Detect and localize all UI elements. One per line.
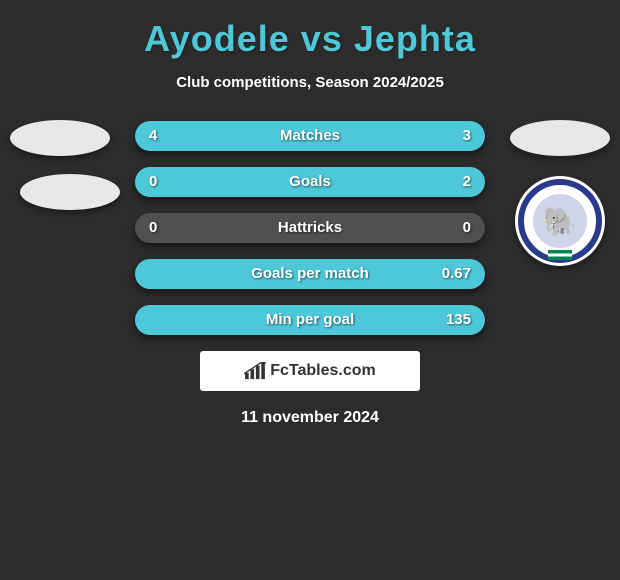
date-text: 11 november 2024 — [0, 409, 620, 427]
stat-value-right: 135 — [446, 305, 471, 335]
stat-rows: 4Matches30Goals20Hattricks0Goals per mat… — [135, 121, 485, 335]
brand-text: FcTables.com — [270, 362, 376, 380]
club-badge-flag — [548, 250, 572, 260]
player-right-badge — [510, 120, 610, 156]
bar-chart-icon — [244, 362, 266, 380]
stat-label: Min per goal — [135, 305, 485, 335]
stat-value-right: 3 — [463, 121, 471, 151]
stat-value-right: 0.67 — [442, 259, 471, 289]
stat-value-right: 2 — [463, 167, 471, 197]
page-title: Ayodele vs Jephta — [0, 18, 620, 60]
brand-badge[interactable]: FcTables.com — [200, 351, 420, 391]
stat-value-right: 0 — [463, 213, 471, 243]
stat-row: 4Matches3 — [135, 121, 485, 151]
player-left-badge — [10, 120, 110, 156]
stat-row: 0Hattricks0 — [135, 213, 485, 243]
club-badge-icon: 🐘 — [533, 194, 587, 248]
stat-label: Hattricks — [135, 213, 485, 243]
subtitle: Club competitions, Season 2024/2025 — [0, 74, 620, 91]
club-right-badge: 🐘 — [515, 176, 605, 266]
stat-label: Goals — [135, 167, 485, 197]
stat-row: Goals per match0.67 — [135, 259, 485, 289]
stat-row: 0Goals2 — [135, 167, 485, 197]
club-left-badge — [20, 174, 120, 210]
stat-label: Goals per match — [135, 259, 485, 289]
stat-row: Min per goal135 — [135, 305, 485, 335]
stat-label: Matches — [135, 121, 485, 151]
